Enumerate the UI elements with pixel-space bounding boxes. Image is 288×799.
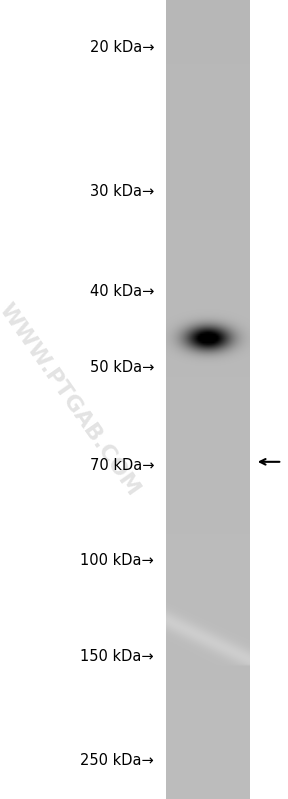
Text: 30 kDa→: 30 kDa→ (90, 185, 154, 199)
Text: 100 kDa→: 100 kDa→ (80, 554, 154, 568)
Text: WWW.PTGAB.COM: WWW.PTGAB.COM (0, 300, 143, 499)
Text: 150 kDa→: 150 kDa→ (80, 650, 154, 664)
Text: 70 kDa→: 70 kDa→ (90, 458, 154, 472)
Text: 40 kDa→: 40 kDa→ (90, 284, 154, 299)
Text: 250 kDa→: 250 kDa→ (80, 753, 154, 768)
Text: 20 kDa→: 20 kDa→ (90, 41, 154, 55)
Text: 50 kDa→: 50 kDa→ (90, 360, 154, 375)
